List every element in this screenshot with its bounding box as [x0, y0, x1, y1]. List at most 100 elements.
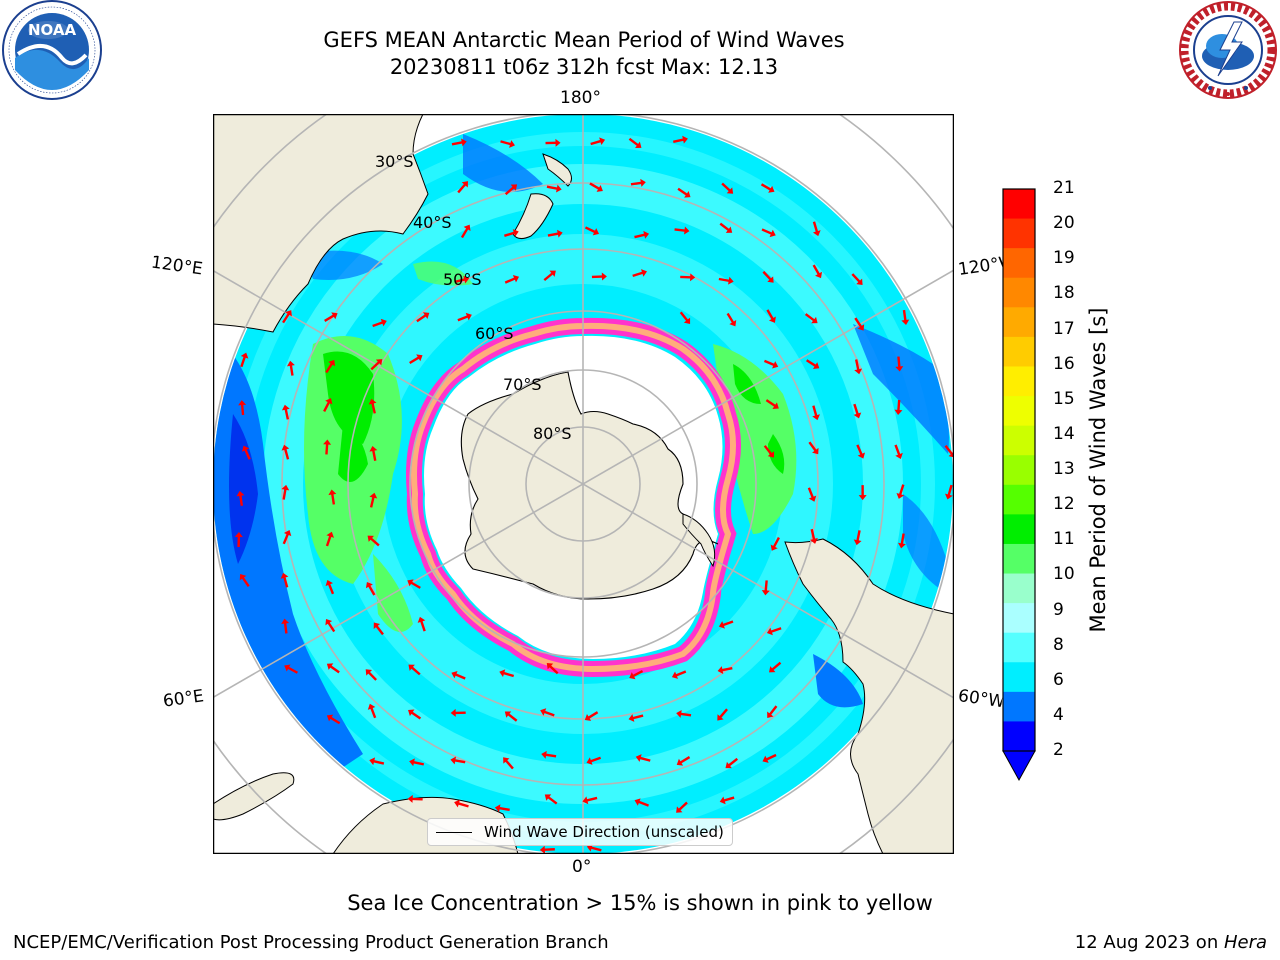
svg-text:NOAA: NOAA — [28, 21, 77, 39]
wind-arrow — [284, 664, 298, 674]
wind-arrow — [325, 359, 336, 374]
wind-arrow — [543, 270, 556, 282]
wind-arrow — [807, 487, 817, 502]
wind-arrow — [457, 181, 469, 194]
wind-arrow — [372, 318, 387, 328]
wind-arrow — [241, 445, 251, 460]
lat-label-30s: 30°S — [375, 152, 414, 171]
wind-arrow — [858, 485, 867, 501]
lat-label-80s: 80°S — [533, 424, 572, 443]
wind-arrow — [632, 269, 648, 278]
colorbar-tick-label: 21 — [1053, 178, 1075, 198]
colorbar-tick-label: 2 — [1053, 740, 1064, 760]
wind-arrow — [281, 484, 290, 500]
wind-arrow — [539, 845, 555, 854]
wind-arrow — [417, 616, 426, 632]
wind-arrow — [671, 670, 687, 679]
wind-arrow — [373, 622, 384, 636]
colorbar-band — [1003, 543, 1035, 575]
colorbar-bands — [1003, 189, 1035, 752]
wind-arrow — [325, 579, 335, 595]
wind-arrow — [717, 666, 733, 674]
wind-arrow — [586, 756, 602, 765]
wind-arrow — [769, 661, 782, 673]
meridians — [213, 114, 954, 854]
wind-arrow — [851, 273, 863, 286]
wind-arrow — [407, 794, 423, 803]
wind-arrow — [676, 756, 691, 766]
wind-arrow — [628, 137, 642, 149]
wind-arrow — [717, 708, 728, 721]
wind-arrow — [541, 750, 557, 759]
wind-arrow — [369, 446, 378, 461]
wind-arrow — [944, 445, 954, 458]
wind-arrow — [676, 709, 692, 718]
wind-arrow — [677, 187, 691, 198]
wind-arrow — [725, 757, 739, 769]
wind-arrow — [674, 226, 690, 235]
wind-arrow — [323, 398, 333, 413]
colorbar-band — [1003, 721, 1035, 752]
wind-arrow — [369, 492, 378, 508]
wind-arrow — [806, 359, 820, 369]
colorbar-tick-label: 19 — [1053, 248, 1075, 269]
legend-label: Wind Wave Direction (unscaled) — [484, 823, 724, 841]
wind-arrow — [546, 184, 562, 193]
wind-arrow — [901, 309, 910, 325]
wind-arrow — [540, 708, 555, 717]
wind-arrow — [454, 799, 469, 808]
wind-arrow — [416, 312, 430, 323]
lon-label-60e: 60°E — [161, 686, 206, 712]
colorbar-tick-label: 6 — [1053, 669, 1064, 690]
wind-arrow — [804, 313, 818, 324]
wind-arrow — [634, 798, 649, 807]
wind-arrow — [590, 137, 606, 146]
wind-arrow — [323, 439, 332, 455]
wind-arrow — [812, 221, 821, 237]
wind-arrow — [763, 359, 779, 369]
wind-arrow — [365, 581, 376, 596]
colorbar-band — [1003, 277, 1035, 308]
wind-arrow — [236, 490, 245, 506]
wind-arrow — [582, 796, 598, 805]
chart-subtitle: 20230811 t06z 312h fcst Max: 12.13 — [389, 55, 779, 79]
wind-arrow — [897, 533, 906, 549]
colorbar-tick-label: 15 — [1053, 388, 1075, 409]
wind-arrow — [765, 399, 779, 409]
wind-arrow — [895, 356, 904, 372]
wind-arrow — [808, 441, 819, 455]
colorbar-tick-label: 16 — [1053, 353, 1075, 374]
colorbar-band — [1003, 603, 1035, 634]
wind-arrow — [896, 484, 905, 499]
wind-arrow — [365, 669, 377, 681]
colorbar-label: Mean Period of Wind Waves [s] — [1086, 307, 1110, 633]
colorbar-band — [1003, 425, 1035, 456]
colorbar-band — [1003, 691, 1035, 722]
legend-line-icon — [436, 831, 472, 833]
madagascar — [213, 772, 295, 821]
colorbar-band — [1003, 632, 1035, 663]
wind-arrow — [944, 484, 953, 500]
colorbar-tick-label: 8 — [1053, 634, 1064, 655]
wind-arrow — [762, 753, 777, 763]
wind-arrow — [407, 579, 421, 589]
lon-label-180: 180° — [560, 88, 601, 108]
wind-arrow — [584, 226, 600, 236]
wind-arrow — [504, 275, 520, 284]
wind-arrow — [545, 138, 561, 147]
wind-arrow — [853, 403, 862, 419]
wind-arrow — [451, 138, 467, 147]
wind-arrow — [763, 445, 775, 458]
map-panel — [213, 114, 954, 854]
wind-arrow — [812, 405, 820, 421]
footer-date: 12 Aug 2023 on Hera — [1075, 932, 1267, 953]
wind-arrow — [281, 444, 290, 460]
wind-arrow — [451, 670, 466, 680]
colorbar-band — [1003, 248, 1035, 279]
wind-arrow — [280, 572, 289, 588]
wind-arrow — [719, 222, 733, 233]
wind-arrow — [240, 352, 249, 368]
wind-arrow — [504, 184, 518, 196]
wind-arrow — [369, 757, 385, 766]
wind-arrow — [894, 444, 903, 459]
